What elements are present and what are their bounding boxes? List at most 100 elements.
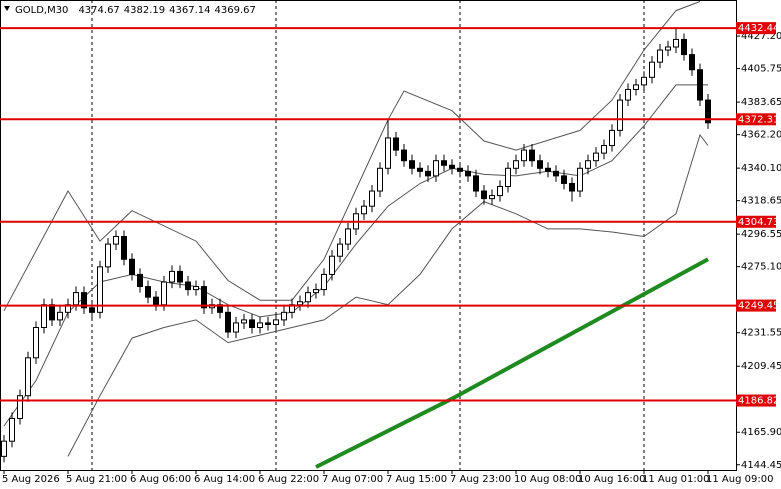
candle-body xyxy=(441,160,447,166)
candle-body xyxy=(145,286,151,298)
y-tick-label: 4405.75 xyxy=(741,64,781,75)
candle-body xyxy=(537,160,543,169)
y-tick-label: 4144.45 xyxy=(741,460,781,471)
x-tick-label: 5 Aug 21:00 xyxy=(66,474,127,485)
candle-body xyxy=(617,99,623,131)
candle-body xyxy=(153,296,159,306)
candle-body xyxy=(73,292,79,306)
candle-body xyxy=(377,167,383,192)
band-upper xyxy=(3,1,701,312)
x-tick-label: 7 Aug 15:00 xyxy=(386,474,447,485)
candle-body xyxy=(561,175,567,184)
candle-body xyxy=(345,228,351,245)
level-label-bg xyxy=(736,394,776,407)
candle-body xyxy=(529,149,535,162)
candle-body xyxy=(137,273,143,288)
band-lower xyxy=(67,133,709,457)
candle-body xyxy=(233,322,239,333)
y-tick-label: 4318.65 xyxy=(741,196,781,207)
level-label: 4372.31 xyxy=(738,114,779,125)
candle-body xyxy=(201,286,207,309)
chart-header: GOLD,M30 4374.67 4382.19 4367.14 4369.67 xyxy=(15,5,256,16)
plot-frame xyxy=(0,0,737,471)
candle-body xyxy=(649,61,655,78)
candle-body xyxy=(681,38,687,56)
candle-body xyxy=(505,167,511,187)
candle-body xyxy=(57,311,63,321)
level-label-bg xyxy=(736,22,776,35)
candle-body xyxy=(457,167,463,172)
candle-body xyxy=(489,195,495,200)
candle-body xyxy=(241,319,247,324)
candle-body xyxy=(577,167,583,192)
level-label: 4186.82 xyxy=(738,396,779,407)
candle-body xyxy=(105,243,111,268)
y-tick-label: 4275.10 xyxy=(741,262,781,273)
candle-body xyxy=(273,319,279,325)
candle-body xyxy=(337,243,343,257)
candle-body xyxy=(473,175,479,192)
candle-body xyxy=(433,160,439,177)
candle-body xyxy=(41,304,47,328)
candle-body xyxy=(121,236,127,260)
candle-body xyxy=(417,167,423,172)
level-label: 4304.73 xyxy=(738,217,779,228)
candle-body xyxy=(265,322,271,325)
level-label-bg xyxy=(736,215,776,228)
candle-body xyxy=(601,145,607,154)
y-tick-label: 4209.45 xyxy=(741,361,781,372)
candle-body xyxy=(665,46,671,51)
candle-body xyxy=(25,357,31,397)
ohlc-value: 4382.19 xyxy=(124,5,165,16)
candle-body xyxy=(553,170,559,177)
candle-body xyxy=(129,258,135,275)
candle-body xyxy=(305,292,311,303)
symbol: GOLD,M30 xyxy=(15,5,68,16)
candle-body xyxy=(481,190,487,200)
candle-body xyxy=(249,319,255,328)
candle-body xyxy=(545,167,551,172)
x-tick-label: 6 Aug 14:00 xyxy=(194,474,255,485)
candle-body xyxy=(89,307,95,313)
x-tick-label: 10 Aug 08:00 xyxy=(514,474,581,485)
candle-body xyxy=(569,182,575,192)
ohlc-value: 4369.67 xyxy=(215,5,256,16)
candle-body xyxy=(297,301,303,306)
candle-body xyxy=(393,137,399,151)
candle-body xyxy=(657,49,663,63)
y-tick-label: 4340.10 xyxy=(741,163,781,174)
x-tick-label: 11 Aug 09:00 xyxy=(706,474,773,485)
candle-body xyxy=(633,84,639,90)
candle-body xyxy=(401,149,407,162)
candle-body xyxy=(313,289,319,294)
candle-body xyxy=(97,266,103,313)
y-tick-label: 4165.90 xyxy=(741,427,781,438)
ohlc-value: 4367.14 xyxy=(169,5,210,16)
y-tick-label: 4427.20 xyxy=(741,31,781,42)
candle-body xyxy=(465,170,471,177)
candle-body xyxy=(49,304,55,321)
x-tick-label: 6 Aug 06:00 xyxy=(130,474,191,485)
candle-body xyxy=(705,99,711,124)
candle-body xyxy=(177,270,183,283)
level-label: 4432.44 xyxy=(738,23,779,34)
candle-body xyxy=(321,273,327,291)
y-tick-label: 4362.20 xyxy=(741,130,781,141)
candle-body xyxy=(497,185,503,197)
candle-body xyxy=(257,322,263,328)
candle-body xyxy=(281,311,287,321)
candle-body xyxy=(625,88,631,101)
candle-body xyxy=(593,152,599,162)
band-middle xyxy=(3,84,708,427)
level-label: 4249.45 xyxy=(738,301,779,312)
x-tick-label: 7 Aug 07:00 xyxy=(322,474,383,485)
symbol-arrow xyxy=(4,6,10,11)
candle-body xyxy=(161,281,167,306)
candle-body xyxy=(369,190,375,207)
x-tick-label: 10 Aug 16:00 xyxy=(578,474,645,485)
candle-body xyxy=(641,76,647,86)
x-tick-label: 5 Aug 2026 xyxy=(2,474,60,485)
y-tick-label: 4296.55 xyxy=(741,229,781,240)
candle-body xyxy=(1,440,7,457)
candle-body xyxy=(185,281,191,291)
